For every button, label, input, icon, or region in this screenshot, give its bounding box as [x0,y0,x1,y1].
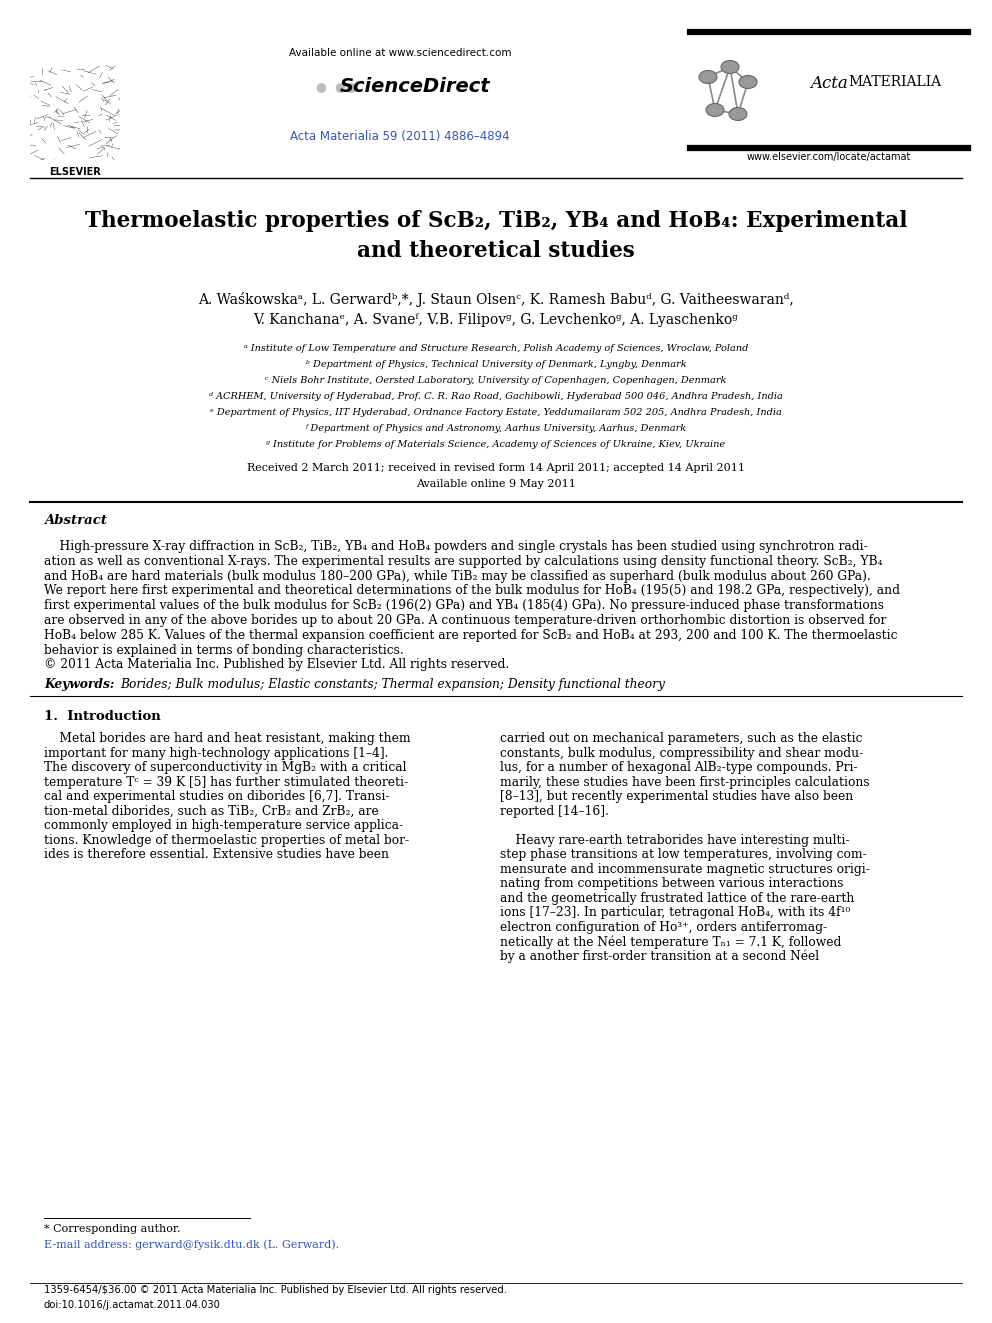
Text: mensurate and incommensurate magnetic structures origi-: mensurate and incommensurate magnetic st… [500,863,870,876]
Text: and the geometrically frustrated lattice of the rare-earth: and the geometrically frustrated lattice… [500,892,854,905]
Text: carried out on mechanical parameters, such as the elastic: carried out on mechanical parameters, su… [500,732,862,745]
Text: cal and experimental studies on diborides [6,7]. Transi-: cal and experimental studies on diboride… [44,790,390,803]
Text: Metal borides are hard and heat resistant, making them: Metal borides are hard and heat resistan… [44,732,411,745]
Text: Received 2 March 2011; received in revised form 14 April 2011; accepted 14 April: Received 2 March 2011; received in revis… [247,463,745,474]
Text: Heavy rare-earth tetraborides have interesting multi-: Heavy rare-earth tetraborides have inter… [500,833,849,847]
Text: ᵇ Department of Physics, Technical University of Denmark, Lyngby, Denmark: ᵇ Department of Physics, Technical Unive… [306,360,686,369]
Text: ᵃ Institute of Low Temperature and Structure Research, Polish Academy of Science: ᵃ Institute of Low Temperature and Struc… [244,344,748,353]
Text: Available online 9 May 2011: Available online 9 May 2011 [416,479,576,490]
Text: temperature Tᶜ = 39 K [5] has further stimulated theoreti-: temperature Tᶜ = 39 K [5] has further st… [44,775,408,789]
Text: ᶜ Niels Bohr Institute, Oersted Laboratory, University of Copenhagen, Copenhagen: ᶜ Niels Bohr Institute, Oersted Laborato… [265,376,727,385]
Text: The discovery of superconductivity in MgB₂ with a critical: The discovery of superconductivity in Mg… [44,761,407,774]
Text: are observed in any of the above borides up to about 20 GPa. A continuous temper: are observed in any of the above borides… [44,614,887,627]
Text: Acta: Acta [810,75,853,93]
Ellipse shape [699,70,717,83]
Text: doi:10.1016/j.actamat.2011.04.030: doi:10.1016/j.actamat.2011.04.030 [44,1301,221,1310]
Text: step phase transitions at low temperatures, involving com-: step phase transitions at low temperatur… [500,848,867,861]
Text: marily, these studies have been first-principles calculations: marily, these studies have been first-pr… [500,775,870,789]
Text: Keywords:: Keywords: [44,679,114,691]
Text: V. Kanchanaᵉ, A. Svaneᶠ, V.B. Filipovᵍ, G. Levchenkoᵍ, A. Lyaschenkoᵍ: V. Kanchanaᵉ, A. Svaneᶠ, V.B. Filipovᵍ, … [254,314,738,327]
Text: ●  ●●: ● ●● [316,79,357,93]
Text: behavior is explained in terms of bonding characteristics.: behavior is explained in terms of bondin… [44,643,404,656]
Text: ELSEVIER: ELSEVIER [50,167,101,177]
Text: and theoretical studies: and theoretical studies [357,239,635,262]
Text: * Corresponding author.: * Corresponding author. [44,1224,181,1234]
Text: constants, bulk modulus, compressibility and shear modu-: constants, bulk modulus, compressibility… [500,746,863,759]
Text: ᵉ Department of Physics, IIT Hyderabad, Ordnance Factory Estate, Yeddumailaram 5: ᵉ Department of Physics, IIT Hyderabad, … [210,407,782,417]
Ellipse shape [721,61,739,74]
Text: We report here first experimental and theoretical determinations of the bulk mod: We report here first experimental and th… [44,585,900,598]
Text: © 2011 Acta Materialia Inc. Published by Elsevier Ltd. All rights reserved.: © 2011 Acta Materialia Inc. Published by… [44,659,509,671]
Text: Available online at www.sciencedirect.com: Available online at www.sciencedirect.co… [289,48,511,58]
Ellipse shape [729,107,747,120]
Text: and HoB₄ are hard materials (bulk modulus 180–200 GPa), while TiB₂ may be classi: and HoB₄ are hard materials (bulk modulu… [44,570,871,582]
Text: commonly employed in high-temperature service applica-: commonly employed in high-temperature se… [44,819,403,832]
Text: Abstract: Abstract [44,515,107,527]
Ellipse shape [739,75,757,89]
Ellipse shape [706,103,724,116]
Text: tions. Knowledge of thermoelastic properties of metal bor-: tions. Knowledge of thermoelastic proper… [44,833,409,847]
Text: ScienceDirect: ScienceDirect [340,77,491,97]
Text: ation as well as conventional X-rays. The experimental results are supported by : ation as well as conventional X-rays. Th… [44,554,883,568]
Text: tion-metal diborides, such as TiB₂, CrB₂ and ZrB₂, are: tion-metal diborides, such as TiB₂, CrB₂… [44,804,379,818]
Text: ides is therefore essential. Extensive studies have been: ides is therefore essential. Extensive s… [44,848,389,861]
Text: 1359-6454/$36.00 © 2011 Acta Materialia Inc. Published by Elsevier Ltd. All righ: 1359-6454/$36.00 © 2011 Acta Materialia … [44,1285,507,1295]
Text: www.elsevier.com/locate/actamat: www.elsevier.com/locate/actamat [747,152,912,161]
Text: [8–13], but recently experimental studies have also been: [8–13], but recently experimental studie… [500,790,853,803]
Text: netically at the Néel temperature Tₙ₁ = 7.1 K, followed: netically at the Néel temperature Tₙ₁ = … [500,935,841,949]
Text: HoB₄ below 285 K. Values of the thermal expansion coefficient are reported for S: HoB₄ below 285 K. Values of the thermal … [44,628,898,642]
Text: nating from competitions between various interactions: nating from competitions between various… [500,877,843,890]
Text: E-mail address: gerward@fysik.dtu.dk (L. Gerward).: E-mail address: gerward@fysik.dtu.dk (L.… [44,1240,339,1249]
Text: ᶠ Department of Physics and Astronomy, Aarhus University, Aarhus, Denmark: ᶠ Department of Physics and Astronomy, A… [306,423,686,433]
Text: electron configuration of Ho³⁺, orders antiferromag-: electron configuration of Ho³⁺, orders a… [500,921,827,934]
Text: ᵍ Institute for Problems of Materials Science, Academy of Sciences of Ukraine, K: ᵍ Institute for Problems of Materials Sc… [267,441,725,448]
Text: MATERIALIA: MATERIALIA [848,75,941,89]
Text: lus, for a number of hexagonal AlB₂-type compounds. Pri-: lus, for a number of hexagonal AlB₂-type… [500,761,858,774]
Text: Acta Materialia 59 (2011) 4886–4894: Acta Materialia 59 (2011) 4886–4894 [291,130,510,143]
Text: ions [17–23]. In particular, tetragonal HoB₄, with its 4f¹⁰: ions [17–23]. In particular, tetragonal … [500,906,850,919]
Text: first experimental values of the bulk modulus for ScB₂ (196(2) GPa) and YB₄ (185: first experimental values of the bulk mo… [44,599,884,613]
Text: A. Waśkowskaᵃ, L. Gerwardᵇ,*, J. Staun Olsenᶜ, K. Ramesh Babuᵈ, G. Vaitheeswaran: A. Waśkowskaᵃ, L. Gerwardᵇ,*, J. Staun O… [198,292,794,307]
Text: reported [14–16].: reported [14–16]. [500,804,609,818]
Text: ᵈ ACRHEM, University of Hyderabad, Prof. C. R. Rao Road, Gachibowli, Hyderabad 5: ᵈ ACRHEM, University of Hyderabad, Prof.… [209,392,783,401]
Text: important for many high-technology applications [1–4].: important for many high-technology appli… [44,746,389,759]
Text: High-pressure X-ray diffraction in ScB₂, TiB₂, YB₄ and HoB₄ powders and single c: High-pressure X-ray diffraction in ScB₂,… [44,540,868,553]
Text: by a another first-order transition at a second Néel: by a another first-order transition at a… [500,950,819,963]
Text: 1.  Introduction: 1. Introduction [44,710,161,724]
Text: Thermoelastic properties of ScB₂, TiB₂, YB₄ and HoB₄: Experimental: Thermoelastic properties of ScB₂, TiB₂, … [84,210,908,232]
Text: Borides; Bulk modulus; Elastic constants; Thermal expansion; Density functional : Borides; Bulk modulus; Elastic constants… [120,679,665,691]
